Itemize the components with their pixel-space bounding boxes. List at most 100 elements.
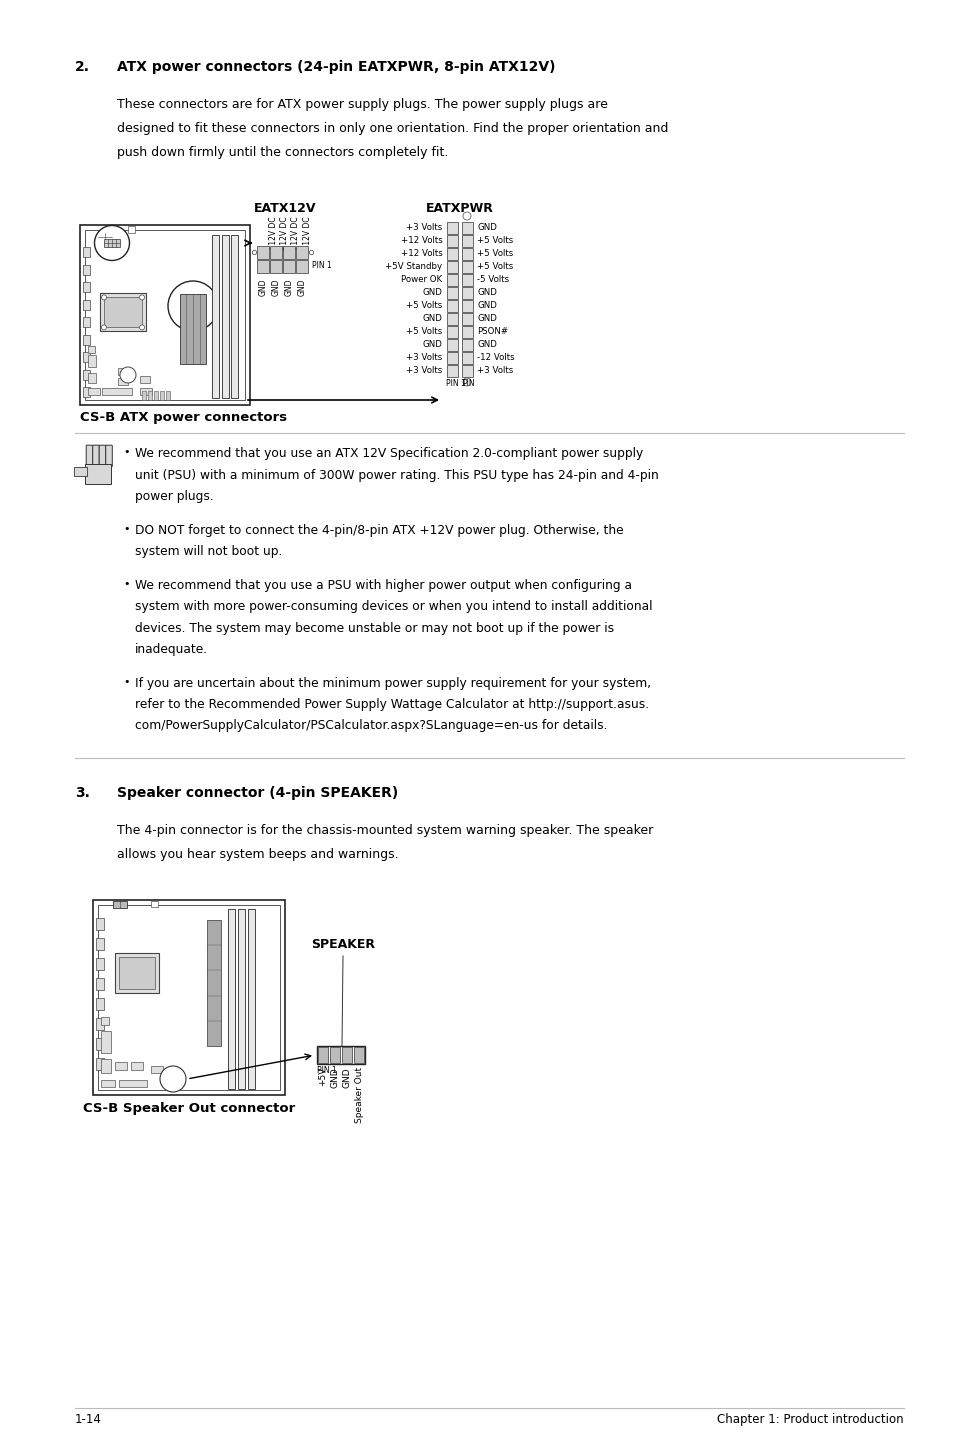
- Bar: [446, 234, 457, 246]
- Text: inadequate.: inadequate.: [135, 643, 208, 656]
- Bar: [446, 339, 457, 351]
- Text: The 4-pin connector is for the chassis-mounted system warning speaker. The speak: The 4-pin connector is for the chassis-m…: [117, 824, 653, 837]
- Bar: [151, 1066, 163, 1073]
- Text: unit (PSU) with a minimum of 300W power rating. This PSU type has 24-pin and 4-p: unit (PSU) with a minimum of 300W power …: [135, 469, 659, 482]
- Circle shape: [94, 226, 130, 260]
- Text: power plugs.: power plugs.: [135, 490, 213, 503]
- Bar: [354, 1047, 364, 1063]
- Text: designed to fit these connectors in only one orientation. Find the proper orient: designed to fit these connectors in only…: [117, 122, 668, 135]
- Circle shape: [252, 250, 256, 255]
- Text: CS-B Speaker Out connector: CS-B Speaker Out connector: [83, 1102, 294, 1114]
- Bar: [231, 234, 237, 398]
- Circle shape: [139, 325, 144, 329]
- Bar: [118, 368, 128, 375]
- Bar: [148, 391, 152, 400]
- Bar: [270, 246, 282, 259]
- Bar: [461, 326, 473, 338]
- Bar: [102, 388, 132, 395]
- Bar: [83, 247, 90, 257]
- Bar: [101, 1058, 111, 1073]
- Text: +5 Volts: +5 Volts: [477, 236, 514, 246]
- Bar: [151, 902, 158, 907]
- Bar: [446, 365, 457, 377]
- Text: GND: GND: [258, 278, 267, 295]
- Bar: [98, 233, 112, 242]
- Text: allows you hear system beeps and warnings.: allows you hear system beeps and warning…: [117, 848, 398, 861]
- Bar: [461, 262, 473, 272]
- Circle shape: [462, 211, 471, 220]
- Text: +5 Volts: +5 Volts: [477, 262, 514, 272]
- Bar: [140, 375, 150, 383]
- Text: If you are uncertain about the minimum power supply requirement for your system,: If you are uncertain about the minimum p…: [135, 676, 651, 689]
- Bar: [96, 1058, 104, 1070]
- Circle shape: [160, 1066, 186, 1091]
- Bar: [83, 387, 90, 397]
- Bar: [461, 339, 473, 351]
- Bar: [446, 313, 457, 325]
- Bar: [85, 464, 111, 485]
- Bar: [96, 978, 104, 989]
- Bar: [80, 224, 250, 406]
- Text: •: •: [123, 523, 130, 533]
- Text: GND: GND: [284, 278, 294, 295]
- Bar: [341, 1047, 352, 1063]
- FancyBboxPatch shape: [86, 446, 92, 467]
- Text: +5 Volts: +5 Volts: [406, 301, 442, 311]
- Bar: [96, 1018, 104, 1030]
- Bar: [96, 1038, 104, 1050]
- Bar: [270, 260, 282, 273]
- Text: ATX power connectors (24-pin EATXPWR, 8-pin ATX12V): ATX power connectors (24-pin EATXPWR, 8-…: [117, 60, 555, 73]
- Bar: [88, 372, 96, 383]
- Circle shape: [139, 295, 144, 301]
- Text: GND: GND: [272, 278, 280, 295]
- Bar: [131, 1063, 143, 1070]
- Text: +12V DC: +12V DC: [280, 216, 289, 250]
- Text: We recommend that you use a PSU with higher power output when configuring a: We recommend that you use a PSU with hig…: [135, 578, 631, 591]
- Text: +12 Volts: +12 Volts: [400, 236, 442, 246]
- Text: Power OK: Power OK: [401, 275, 442, 285]
- Bar: [461, 221, 473, 233]
- Text: EATXPWR: EATXPWR: [426, 201, 494, 216]
- Text: •: •: [123, 676, 130, 686]
- Text: devices. The system may become unstable or may not boot up if the power is: devices. The system may become unstable …: [135, 621, 614, 634]
- Text: +12V DC: +12V DC: [303, 216, 312, 250]
- Text: PIN 1: PIN 1: [446, 380, 466, 388]
- Bar: [221, 234, 229, 398]
- Bar: [142, 391, 146, 400]
- Text: GND: GND: [342, 1067, 351, 1087]
- Bar: [96, 917, 104, 930]
- Text: GND: GND: [422, 288, 442, 298]
- Circle shape: [309, 250, 314, 255]
- Text: -5 Volts: -5 Volts: [477, 275, 509, 285]
- Bar: [101, 1080, 115, 1087]
- FancyBboxPatch shape: [106, 446, 112, 467]
- Text: GND: GND: [477, 301, 497, 311]
- Bar: [295, 246, 308, 259]
- Bar: [153, 391, 158, 400]
- Text: +12 Volts: +12 Volts: [400, 249, 442, 259]
- Bar: [83, 299, 90, 309]
- Circle shape: [101, 295, 107, 301]
- Bar: [461, 313, 473, 325]
- Bar: [461, 365, 473, 377]
- Text: +5 Volts: +5 Volts: [477, 249, 514, 259]
- Text: DO NOT forget to connect the 4-pin/8-pin ATX +12V power plug. Otherwise, the: DO NOT forget to connect the 4-pin/8-pin…: [135, 523, 623, 536]
- Bar: [96, 998, 104, 1009]
- Bar: [446, 301, 457, 312]
- Text: We recommend that you use an ATX 12V Specification 2.0-compliant power supply: We recommend that you use an ATX 12V Spe…: [135, 447, 642, 460]
- Text: CS-B ATX power connectors: CS-B ATX power connectors: [80, 411, 287, 424]
- Bar: [98, 905, 280, 1090]
- Text: +5V Standby: +5V Standby: [385, 262, 442, 272]
- Bar: [112, 902, 127, 907]
- Text: PIN 1: PIN 1: [312, 262, 332, 270]
- Text: PIN 1: PIN 1: [316, 1066, 336, 1076]
- Text: com/PowerSupplyCalculator/PSCalculator.aspx?SLanguage=en-us for details.: com/PowerSupplyCalculator/PSCalculator.a…: [135, 719, 607, 732]
- Text: PSON#: PSON#: [477, 328, 508, 336]
- Bar: [115, 952, 159, 992]
- Bar: [104, 298, 142, 328]
- Bar: [88, 388, 100, 395]
- Bar: [256, 246, 269, 259]
- Bar: [101, 1017, 109, 1025]
- Text: Speaker connector (4-pin SPEAKER): Speaker connector (4-pin SPEAKER): [117, 787, 397, 800]
- Bar: [100, 293, 146, 331]
